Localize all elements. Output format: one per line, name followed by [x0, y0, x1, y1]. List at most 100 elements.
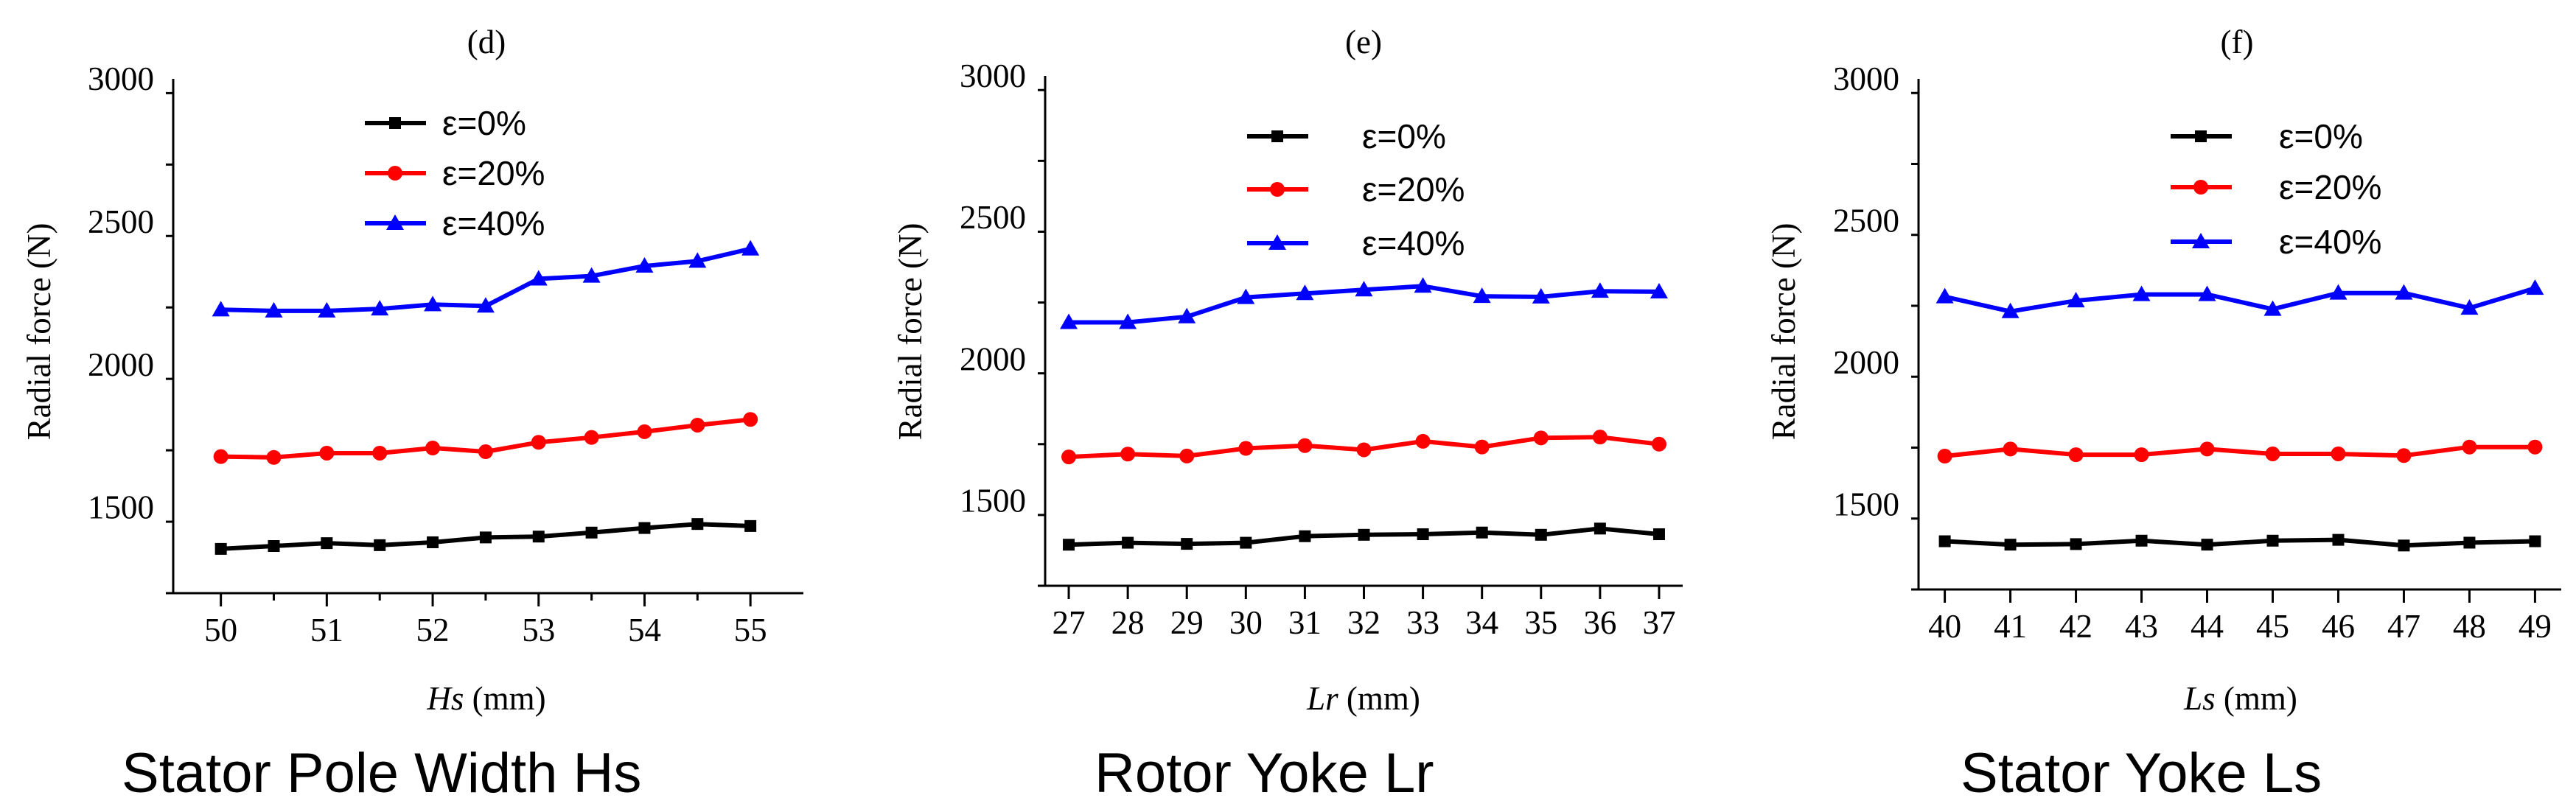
x-axis-variable: Hs [426, 680, 464, 717]
data-point [476, 297, 495, 313]
x-axis-label: Hs (mm) [426, 680, 545, 717]
legend-marker-square [1271, 130, 1283, 142]
data-point [2198, 285, 2216, 301]
x-tick-label: 47 [2387, 608, 2420, 645]
panel-f: (f) Radial force (N) Ls (mm) Stator Yoke… [1765, 24, 2561, 805]
panel-caption: Stator Yoke Ls [1961, 742, 2322, 805]
data-point [638, 522, 651, 534]
y-tick-label: 2500 [88, 203, 154, 240]
series-1 [1937, 439, 2543, 464]
data-point [479, 531, 492, 544]
x-tick-label: 28 [1111, 604, 1145, 641]
x-tick-label: 29 [1170, 604, 1204, 641]
data-point [425, 441, 441, 456]
panel-caption: Rotor Yoke Lr [1095, 742, 1434, 805]
data-point [1414, 277, 1432, 293]
x-tick-label: 34 [1465, 604, 1498, 641]
series-2 [1936, 279, 2544, 318]
series-0 [214, 518, 757, 555]
x-tick-label: 51 [310, 612, 343, 648]
data-point [744, 519, 757, 532]
data-point [585, 526, 598, 539]
legend-label: ε=0% [2279, 117, 2363, 155]
data-point [1415, 433, 1431, 449]
x-tick-label: 36 [1583, 604, 1616, 641]
legend-entry: ε=0% [1247, 117, 1446, 155]
legend-marker-square [2195, 130, 2207, 142]
data-point [2134, 447, 2149, 463]
legend-marker-circle [388, 166, 402, 181]
y-tick-label: 2000 [88, 346, 154, 383]
legend-marker-triangle [1268, 234, 1286, 250]
data-point [1179, 448, 1195, 463]
data-point [637, 424, 652, 439]
data-point [321, 537, 333, 550]
legend-entry: ε=0% [2171, 117, 2363, 155]
data-point [1238, 441, 1254, 456]
legend-entry: ε=40% [1247, 224, 1465, 262]
data-point [1938, 535, 1951, 547]
data-point [743, 412, 758, 427]
data-point [2526, 279, 2544, 295]
legend-entry: ε=20% [2171, 168, 2381, 206]
y-tick-label: 1500 [960, 483, 1026, 519]
series-line [1944, 286, 2536, 314]
legend-label: ε=20% [1362, 170, 1465, 209]
data-point [2067, 292, 2085, 308]
data-point [2263, 300, 2282, 316]
data-point [2199, 441, 2215, 457]
panel-e: (e) Radial force (N) Lr (mm) Rotor Yoke … [892, 24, 1683, 805]
series-1 [213, 412, 758, 465]
data-point [635, 256, 654, 273]
legend-label: ε=0% [442, 104, 526, 142]
x-tick-label: 44 [2191, 608, 2224, 645]
data-point [2201, 539, 2213, 551]
legend-marker-circle [1270, 182, 1285, 197]
x-tick-label: 37 [1642, 604, 1675, 641]
data-point [1296, 284, 1314, 301]
data-point [265, 301, 283, 318]
data-point [2462, 439, 2477, 455]
data-point [2395, 284, 2413, 300]
data-point [1299, 530, 1311, 542]
axes: 1500 2000 2500 3000 40 41 42 43 44 45 46 47 48 49 [1833, 60, 2561, 645]
data-point [2398, 539, 2410, 552]
legend-entry: ε=40% [2171, 223, 2381, 261]
data-point [690, 417, 705, 433]
data-point [1237, 288, 1255, 304]
y-axis-label: Radial force (N) [21, 223, 57, 441]
data-point [371, 300, 389, 316]
legend: ε=0% ε=20% ε=40% [2171, 117, 2381, 261]
data-point [1060, 313, 1078, 329]
data-point [688, 252, 707, 268]
x-axis-variable: Ls [2183, 680, 2216, 717]
legend-marker-triangle [2192, 233, 2210, 248]
legend-marker-circle [2193, 180, 2208, 195]
x-axis-unit: (mm) [2216, 680, 2297, 717]
data-point [529, 270, 548, 286]
data-point [2265, 446, 2280, 461]
x-tick-label: 52 [416, 612, 450, 648]
data-point [1417, 528, 1429, 541]
x-tick-label: 48 [2453, 608, 2486, 645]
data-point [2070, 538, 2082, 550]
panel-title: (d) [467, 24, 506, 60]
data-point [2135, 534, 2148, 547]
series-2 [212, 239, 760, 318]
panel-caption: Stator Pole Width Hs [122, 742, 641, 805]
data-point [1532, 287, 1550, 304]
legend: ε=0% ε=20% ε=40% [365, 104, 545, 242]
data-point [478, 444, 493, 460]
data-point [1476, 526, 1488, 539]
data-point [1650, 282, 1668, 298]
data-point [1937, 449, 1952, 464]
data-point [531, 435, 546, 450]
series-2 [1060, 277, 1668, 329]
x-tick-label: 31 [1288, 604, 1322, 641]
x-axis-unit: (mm) [1338, 680, 1420, 717]
x-tick-label: 41 [1994, 608, 2027, 645]
x-tick-label: 50 [204, 612, 237, 648]
data-point [1652, 528, 1665, 541]
data-point [1936, 287, 1954, 304]
